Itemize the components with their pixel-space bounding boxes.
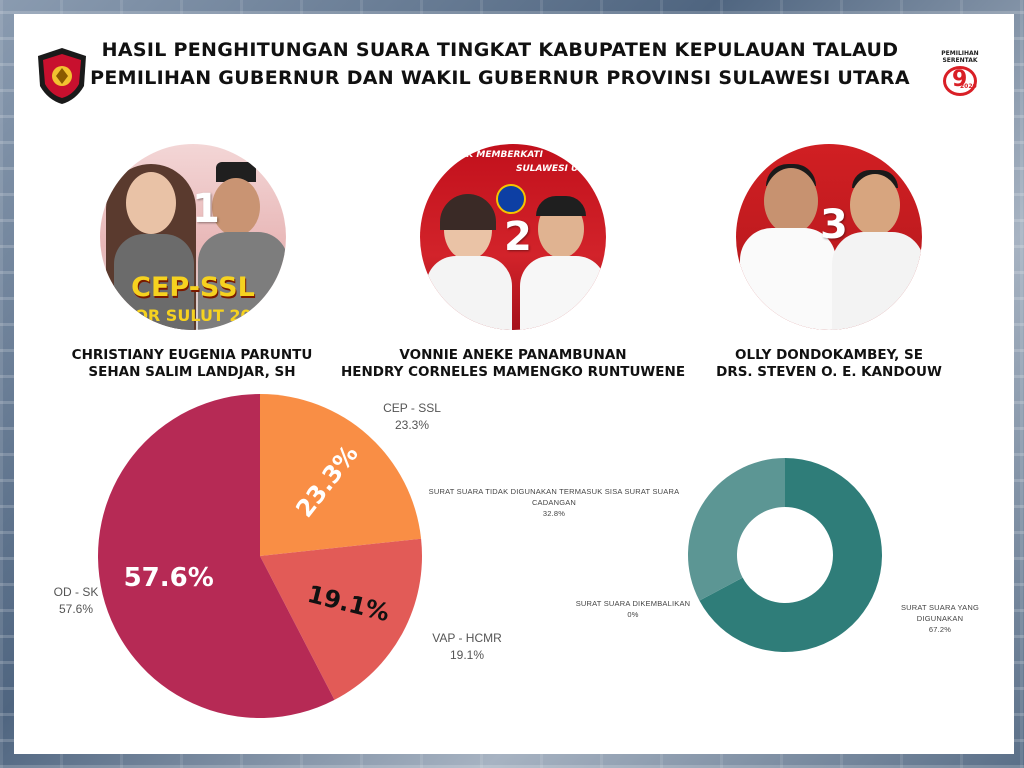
- pie-label-vap-hcmr-name: VAP - HCMR: [432, 631, 502, 645]
- pilkada-logo-year: 2020: [960, 83, 977, 90]
- donut-label-unused-value: 32.8%: [542, 509, 566, 518]
- pie-label-od-sk-name: OD - SK: [53, 585, 99, 599]
- candidate-2-photo: UNTUK MEMBERKATI SULAWESI UTA 2: [420, 144, 606, 330]
- pie-label-cep-ssl-name: CEP - SSL: [383, 401, 441, 415]
- candidate-2-number: 2: [504, 214, 532, 260]
- pie-label-vap-hcmr-value: 19.1%: [449, 648, 485, 662]
- pilkada-logo: PEMILIHAN SERENTAK 9 2020: [934, 50, 986, 102]
- candidate-2-banner: UNTUK MEMBERKATI: [438, 150, 543, 160]
- title-line-1: HASIL PENGHITUNGAN SUARA TINGKAT KABUPAT…: [101, 39, 899, 61]
- donut-label-unused-name: SURAT SUARA TIDAK DIGUNAKAN TERMASUK SIS…: [428, 487, 680, 507]
- pie-slice-cep-ssl: [260, 394, 422, 556]
- candidate-3-names: OLLY DONDOKAMBEY, SE DRS. STEVEN O. E. K…: [700, 347, 958, 381]
- candidate-2-names: VONNIE ANEKE PANAMBUNAN HENDRY CORNELES …: [338, 347, 688, 381]
- candidate-3-photo: 3: [736, 144, 922, 330]
- pilkada-logo-line1: PEMILIHAN: [941, 50, 979, 57]
- kpu-logo-icon: [38, 48, 86, 104]
- pie-label-od-sk-value: 57.6%: [58, 602, 94, 616]
- candidate-1-names: CHRISTIANY EUGENIA PARUNTU SEHAN SALIM L…: [64, 347, 320, 381]
- pie-slice-od-sk: [98, 394, 335, 718]
- candidate-1-photo: 1 CEP-SSL OR SULUT 20: [100, 144, 286, 330]
- candidate-2-running-mate: HENDRY CORNELES MAMENGKO RUNTUWENE: [340, 364, 686, 380]
- page-title: HASIL PENGHITUNGAN SUARA TINGKAT KABUPAT…: [90, 36, 910, 92]
- donut-slice-unused: [688, 458, 785, 601]
- ballot-usage-donut-chart: [688, 458, 882, 652]
- candidate-3-number: 3: [820, 202, 848, 248]
- donut-label-returned: SURAT SUARA DIKEMBALIKAN 0%: [574, 598, 692, 620]
- donut-slice-used: [699, 458, 882, 652]
- donut-label-used-name: SURAT SUARA YANG DIGUNAKAN: [900, 603, 980, 623]
- candidate-1-number: 1: [192, 186, 220, 232]
- pilkada-logo-number: 9: [952, 67, 968, 92]
- donut-label-used-value: 67.2%: [928, 625, 952, 634]
- candidate-3-running-mate: DRS. STEVEN O. E. KANDOUW: [716, 364, 942, 380]
- donut-label-returned-name: SURAT SUARA DIKEMBALIKAN: [575, 599, 691, 608]
- pie-label-cep-ssl: CEP - SSL 23.3%: [372, 400, 452, 434]
- pie-label-vap-hcmr: VAP - HCMR 19.1%: [422, 630, 512, 664]
- pilkada-logo-line2: SERENTAK: [942, 57, 978, 64]
- pie-slice-vap-hcmr: [260, 538, 422, 700]
- pie-data-label-od-sk: 57.6%: [124, 563, 214, 593]
- title-line-2: PEMILIHAN GUBERNUR DAN WAKIL GUBERNUR PR…: [90, 67, 910, 89]
- candidate-1-banner: CEP-SSL: [131, 272, 255, 303]
- candidate-3-name: OLLY DONDOKAMBEY, SE: [735, 347, 923, 363]
- vote-share-pie-chart: 23.3%19.1%57.6%: [98, 394, 422, 718]
- pie-label-od-sk: OD - SK 57.6%: [38, 584, 114, 618]
- candidate-2-name: VONNIE ANEKE PANAMBUNAN: [399, 347, 627, 363]
- candidate-1-name: CHRISTIANY EUGENIA PARUNTU: [71, 347, 313, 363]
- candidate-1-running-mate: SEHAN SALIM LANDJAR, SH: [88, 364, 296, 380]
- donut-label-used: SURAT SUARA YANG DIGUNAKAN 67.2%: [878, 602, 1002, 635]
- candidate-2-banner-sub: SULAWESI UTA: [516, 164, 591, 174]
- donut-label-unused: SURAT SUARA TIDAK DIGUNAKAN TERMASUK SIS…: [416, 486, 692, 519]
- donut-label-returned-value: 0%: [627, 610, 639, 619]
- candidate-1-banner-sub: OR SULUT 20: [134, 306, 252, 325]
- pie-label-cep-ssl-value: 23.3%: [394, 418, 430, 432]
